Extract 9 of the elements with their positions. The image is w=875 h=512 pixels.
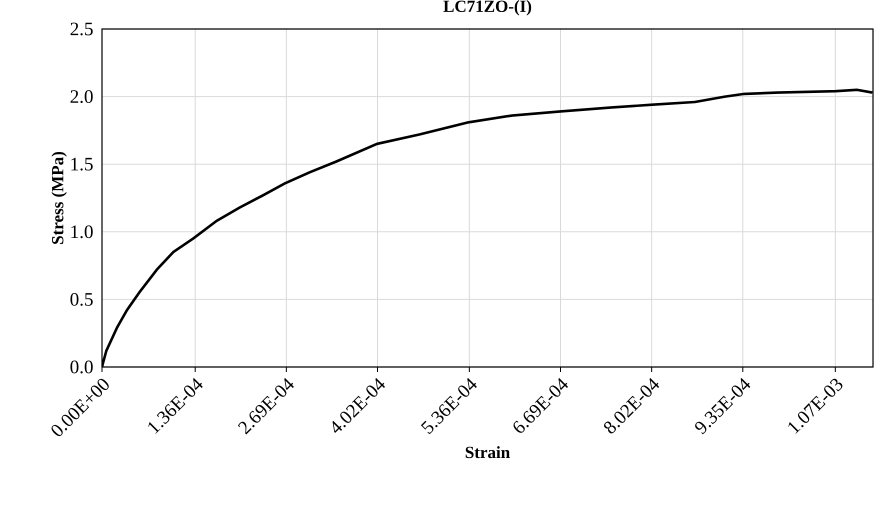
y-tick-label: 0.5: [70, 292, 93, 306]
y-tick-label: 2.5: [70, 22, 93, 36]
y-axis-title: Stress (MPa): [51, 152, 67, 244]
x-axis-title: Strain: [466, 446, 510, 458]
y-tick-label: 1.0: [71, 225, 93, 238]
y-tick-label: 0.0: [70, 360, 93, 374]
y-tick-label: 1.5: [71, 158, 93, 171]
y-tick-label: 2.0: [70, 90, 93, 104]
chart-title: LC71ZO-(I): [443, 0, 532, 16]
